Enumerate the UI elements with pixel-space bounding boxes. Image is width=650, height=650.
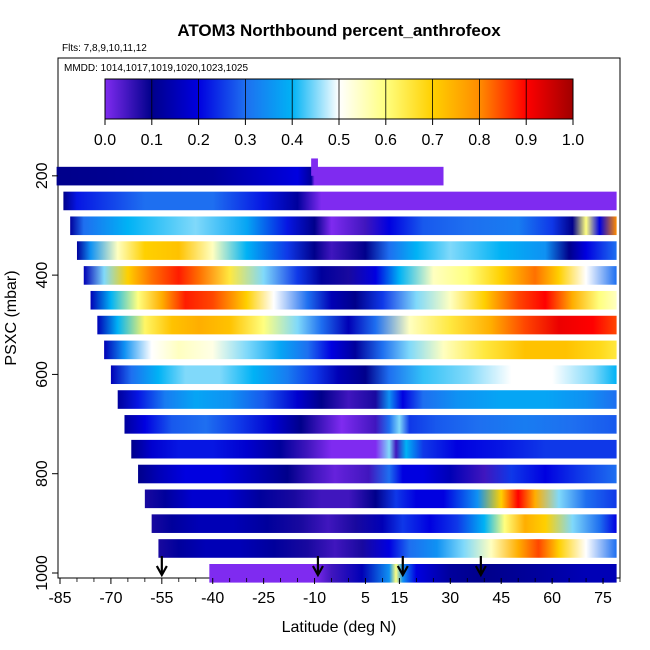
- colorbar-tick-label: 1.0: [562, 132, 584, 149]
- x-tick-label: 75: [594, 590, 612, 607]
- heatmap-band: [97, 315, 617, 335]
- x-tick-label: -25: [252, 590, 275, 607]
- colorbar-tick-label: 0.7: [421, 132, 443, 149]
- x-tick-label: 15: [390, 590, 408, 607]
- colorbar-tick-label: 0.9: [515, 132, 537, 149]
- y-tick-label: 1000: [34, 555, 51, 591]
- heatmap-band: [124, 415, 617, 434]
- flights-label: Flts: 7,8,9,10,11,12: [62, 43, 147, 54]
- colorbar-tick-label: 0.3: [234, 132, 256, 149]
- x-tick-label: 60: [543, 590, 561, 607]
- heatmap-band: [90, 290, 617, 310]
- latitude-arrow: [474, 556, 487, 578]
- colorbar-tick-label: 0.1: [141, 132, 163, 149]
- colorbar-tick-label: 0.5: [328, 132, 350, 149]
- heatmap-spike: [311, 158, 318, 176]
- heatmap-band: [83, 266, 617, 285]
- mmdd-label: MMDD: 1014,1017,1019,1020,1023,1025: [64, 63, 248, 74]
- latitude-arrows: [155, 556, 487, 578]
- heatmap-band: [76, 241, 617, 260]
- heatmap-band: [63, 191, 617, 211]
- x-tick-label: 30: [441, 590, 459, 607]
- latitude-arrow: [396, 556, 409, 578]
- colorbar-tick-label: 0.6: [375, 132, 397, 149]
- y-tick-label: 600: [34, 361, 51, 388]
- heatmap-band: [70, 216, 617, 236]
- heatmap-band: [158, 539, 617, 558]
- x-axis-label: Latitude (deg N): [282, 619, 397, 636]
- y-axis-label: PSXC (mbar): [3, 270, 20, 365]
- heatmap-band: [138, 464, 617, 484]
- latitude-arrow: [155, 556, 168, 578]
- heatmap-band: [110, 365, 617, 385]
- heatmap-band: [209, 564, 617, 583]
- heatmap-band: [104, 340, 617, 360]
- x-tick-label: 45: [492, 590, 510, 607]
- colorbar-tick-label: 0.8: [468, 132, 490, 149]
- heatmap-band: [144, 489, 617, 509]
- y-tick-label: 800: [34, 460, 51, 487]
- chart-title: ATOM3 Northbound percent_anthrofeox: [177, 21, 501, 40]
- heatmap-layer: [56, 158, 617, 583]
- heatmap-band: [56, 166, 444, 186]
- colorbar-tick-label: 0.4: [281, 132, 303, 149]
- colorbar-tick-label: 0.2: [187, 132, 209, 149]
- x-tick-label: 5: [361, 590, 370, 607]
- heatmap-band: [151, 514, 617, 533]
- y-tick-label: 400: [34, 262, 51, 289]
- y-tick-label: 200: [34, 162, 51, 189]
- x-tick-label: -10: [303, 590, 326, 607]
- x-tick-label: -85: [48, 590, 71, 607]
- heatmap-band: [131, 439, 617, 459]
- colorbar: 0.0 0.1 0.2 0.3 0.4 0.5 0.6 0.7 0.8 0.9 1.0: [94, 78, 584, 149]
- latitude-arrow: [311, 556, 324, 578]
- x-tick-label: -70: [99, 590, 122, 607]
- heatmap-band: [117, 390, 617, 409]
- x-tick-label: -55: [150, 590, 173, 607]
- x-tick-label: -40: [201, 590, 224, 607]
- colorbar-tick-label: 0.0: [94, 132, 116, 149]
- x-axis: -85 -70 -55 -40 -25 -10 5 15 30 45 60 75: [48, 578, 621, 607]
- y-axis: 200 400 600 800 1000: [34, 162, 58, 591]
